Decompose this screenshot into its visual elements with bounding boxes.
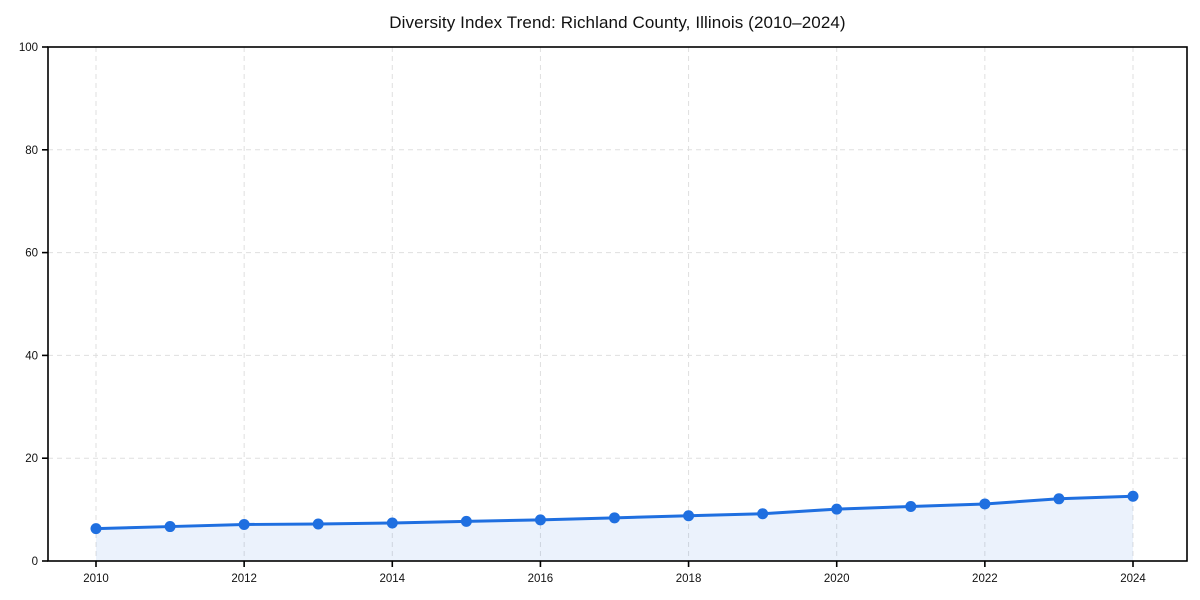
data-point [757,508,769,520]
data-point [312,518,324,530]
y-axis-tick-label: 40 [25,350,38,362]
y-axis-tick-label: 80 [25,145,38,157]
data-point [534,514,546,526]
data-point [831,503,843,515]
area-fill [96,496,1133,561]
data-point [683,510,695,522]
data-point [905,501,917,513]
plot-frame [47,46,1188,562]
data-point [979,498,991,510]
x-axis-tick-label: 2016 [528,573,554,585]
data-point [609,512,620,524]
x-axis-tick-label: 2022 [972,573,998,585]
y-axis-tick-label: 20 [25,453,38,465]
data-point [386,517,398,529]
data-point [1053,493,1065,505]
x-axis-tick-label: 2020 [824,573,850,585]
y-axis-tick-label: 100 [19,42,38,54]
data-point [460,515,472,527]
data-point [1127,490,1139,502]
data-point [90,523,102,535]
y-axis-tick-label: 60 [25,248,38,260]
x-axis-tick-label: 2014 [379,573,405,585]
x-axis-tick-label: 2024 [1120,573,1146,585]
data-point [238,519,250,531]
y-axis-tick-label: 0 [32,556,38,568]
x-axis-tick-label: 2010 [83,573,109,585]
x-axis-tick-label: 2012 [231,573,257,585]
data-point [164,521,176,533]
x-axis-tick-label: 2018 [676,573,702,585]
chart-title: Diversity Index Trend: Richland County, … [389,13,846,32]
